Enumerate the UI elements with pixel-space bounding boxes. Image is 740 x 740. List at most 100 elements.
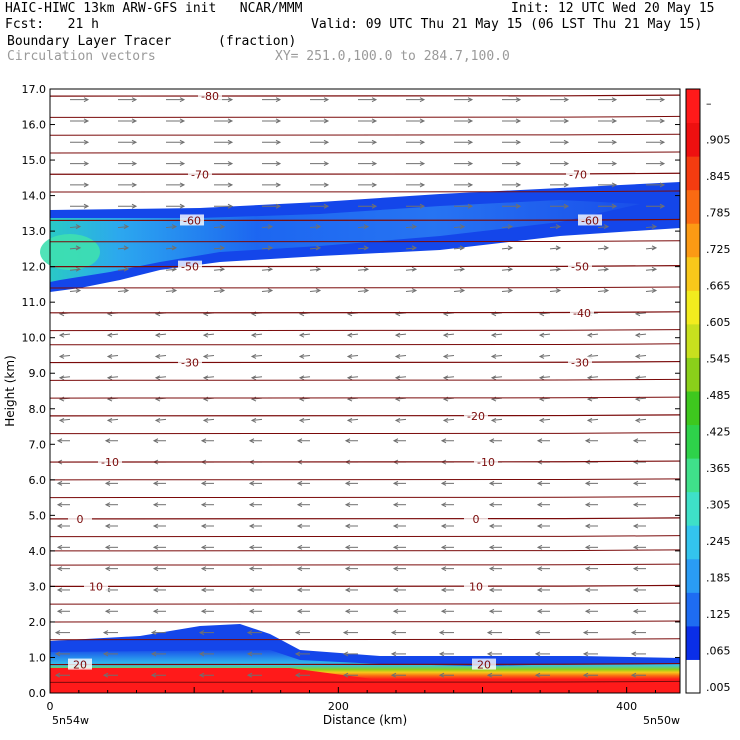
- wind-vector: [406, 97, 426, 103]
- colorbar-swatch: [686, 223, 700, 258]
- wind-vector: [488, 587, 502, 593]
- wind-vector: [453, 266, 466, 272]
- isotherm-line: [49, 343, 681, 346]
- wind-vector: [310, 118, 330, 124]
- wind-vector: [490, 417, 503, 423]
- wind-vector: [582, 651, 598, 657]
- wind-vector: [645, 245, 658, 251]
- wind-vector: [536, 523, 550, 529]
- x-axis-left-location: 5n54w: [52, 714, 89, 727]
- x-tick-label: 400: [616, 700, 637, 713]
- wind-vector: [154, 417, 167, 423]
- isotherm-line: [49, 396, 681, 399]
- colorbar: .005 .065 .125 .185 .245 .305 .365 .425 .485 .545…: [685, 88, 731, 694]
- wind-vector: [632, 459, 646, 465]
- colorbar-label: .065: [706, 645, 731, 658]
- wind-vector: [296, 544, 310, 550]
- isotherm-label-bg: [178, 260, 202, 272]
- y-tick-label: 6.0: [29, 474, 47, 487]
- wind-vector: [310, 97, 330, 103]
- x-axis: 0 200 400: [47, 687, 656, 713]
- wind-vector: [56, 502, 70, 508]
- wind-vector: [166, 182, 186, 188]
- wind-vector: [357, 224, 370, 230]
- wind-vector: [150, 672, 166, 678]
- isotherm-line: [49, 496, 681, 499]
- wind-vector: [261, 266, 274, 272]
- wind-vector: [298, 354, 311, 359]
- colorbar-swatch: [686, 290, 700, 325]
- wind-vector: [438, 630, 454, 636]
- wind-vector: [550, 118, 570, 124]
- wind-vector: [154, 375, 167, 381]
- wind-vector: [438, 651, 454, 657]
- wind-vector: [406, 182, 426, 188]
- wind-vector: [440, 523, 454, 529]
- wind-vector: [453, 245, 466, 251]
- wind-vector: [534, 672, 550, 678]
- wind-vector: [56, 544, 70, 550]
- wind-vector: [250, 417, 263, 423]
- wind-vector: [442, 417, 455, 423]
- plot-frame: [49, 88, 681, 694]
- wind-vector: [394, 354, 407, 359]
- wind-vector: [246, 672, 262, 678]
- boundary-layer-core-right: [290, 668, 680, 693]
- colorbar-swatch: [686, 458, 700, 493]
- isotherm-label-bg: [180, 214, 204, 226]
- isotherm-line: [49, 94, 681, 97]
- wind-vector: [645, 288, 658, 293]
- wind-vector: [405, 224, 418, 230]
- wind-vector: [202, 332, 215, 338]
- isotherm-label: 20: [73, 659, 87, 672]
- wind-vector: [490, 375, 503, 381]
- isotherm-label-bg: [98, 456, 122, 468]
- wind-vector: [296, 438, 310, 444]
- wind-vector: [262, 182, 282, 188]
- wind-vector: [582, 630, 598, 636]
- wind-vector: [358, 97, 378, 103]
- wind-vector: [104, 523, 118, 529]
- colorbar-swatch: [686, 592, 700, 627]
- wind-vector: [118, 161, 138, 167]
- isotherm-label: -30: [181, 357, 199, 370]
- wind-vector: [118, 97, 138, 103]
- wind-vector: [54, 630, 70, 636]
- wind-vector: [117, 224, 130, 230]
- wind-vector: [394, 375, 407, 381]
- wind-vector: [250, 332, 263, 338]
- wind-vector: [358, 203, 378, 209]
- wind-vector: [106, 332, 119, 338]
- wind-vector: [645, 224, 658, 230]
- wind-vector: [202, 417, 215, 423]
- wind-vector: [70, 182, 90, 188]
- wind-vector: [69, 266, 82, 272]
- wind-vector: [344, 438, 358, 444]
- wind-vector: [586, 375, 599, 381]
- x-tick-label: 200: [328, 700, 349, 713]
- wind-vector: [152, 438, 166, 444]
- wind-vector: [394, 332, 407, 338]
- wind-vector: [214, 203, 234, 209]
- isotherm-label: 0: [77, 513, 84, 526]
- y-axis: 0.0 1.0 2.0 3.0 4.0 5.0 6.0 7.0 8.0 9.0 10.0 11.0 12…: [22, 83, 680, 700]
- isotherm-line: [49, 151, 681, 154]
- isotherm-label: -70: [191, 168, 209, 181]
- x-tick-label: 0: [47, 700, 54, 713]
- wind-vector: [298, 417, 311, 423]
- wind-vector: [406, 203, 426, 209]
- wind-vector: [56, 587, 70, 593]
- wind-vector: [486, 672, 502, 678]
- wind-vector: [117, 288, 130, 293]
- wind-vector: [344, 523, 358, 529]
- wind-vector: [213, 266, 226, 272]
- wind-vector: [102, 630, 118, 636]
- wind-vector: [166, 161, 186, 167]
- wind-vector: [214, 139, 234, 145]
- wind-vector: [69, 245, 82, 251]
- wind-vector: [69, 224, 82, 230]
- wind-vector: [56, 523, 70, 529]
- wind-vector: [214, 182, 234, 188]
- wind-vector: [344, 608, 358, 614]
- wind-vector: [357, 288, 370, 293]
